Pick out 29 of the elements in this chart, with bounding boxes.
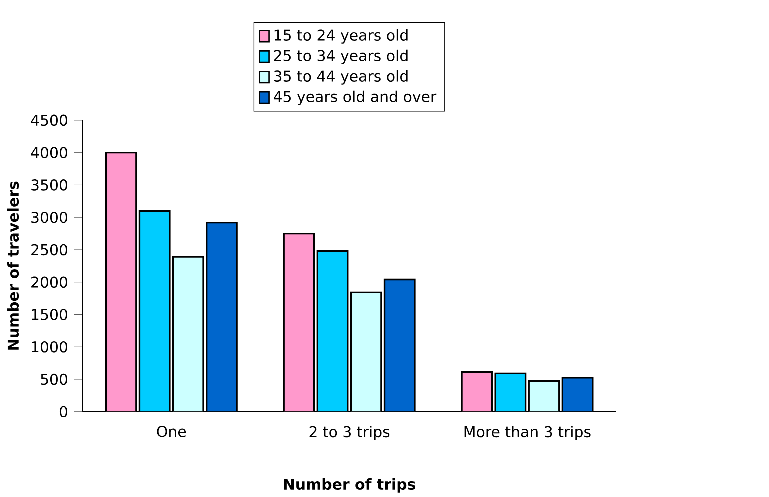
y-tick-label: 4500 [31, 114, 68, 126]
y-axis-title: Number of travelers [8, 182, 20, 350]
bar [316, 250, 349, 412]
y-tick-label: 500 [41, 374, 68, 386]
x-tick-label: More than 3 trips [464, 426, 591, 441]
y-tick-label: 0 [60, 406, 68, 418]
bar [350, 292, 382, 412]
legend-label: 45 years old and over [274, 90, 437, 106]
y-tick-label: 3500 [32, 180, 68, 191]
bar [105, 152, 138, 412]
legend-label: 35 to 44 years old [274, 70, 408, 85]
y-tick-label: 2500 [32, 244, 68, 256]
legend-label: 25 to 34 years old [274, 50, 408, 64]
bar [384, 278, 416, 412]
y-tick-label: 2000 [32, 276, 68, 288]
y-tick-label: 3000 [32, 212, 68, 224]
bar [562, 377, 594, 412]
x-axis-title: Number of trips [284, 478, 416, 493]
bar [494, 372, 527, 412]
bar [283, 233, 316, 412]
y-tick-label: 1500 [32, 309, 68, 320]
y-tick-label: 4000 [31, 147, 68, 159]
bar [172, 256, 204, 412]
bar [206, 222, 238, 412]
legend-label: 15 to 24 years old [274, 29, 408, 44]
y-tick-label: 1000 [32, 342, 68, 353]
x-tick-label: 2 to 3 trips [310, 426, 390, 441]
x-tick-label: One [157, 426, 186, 438]
bar [138, 210, 171, 412]
